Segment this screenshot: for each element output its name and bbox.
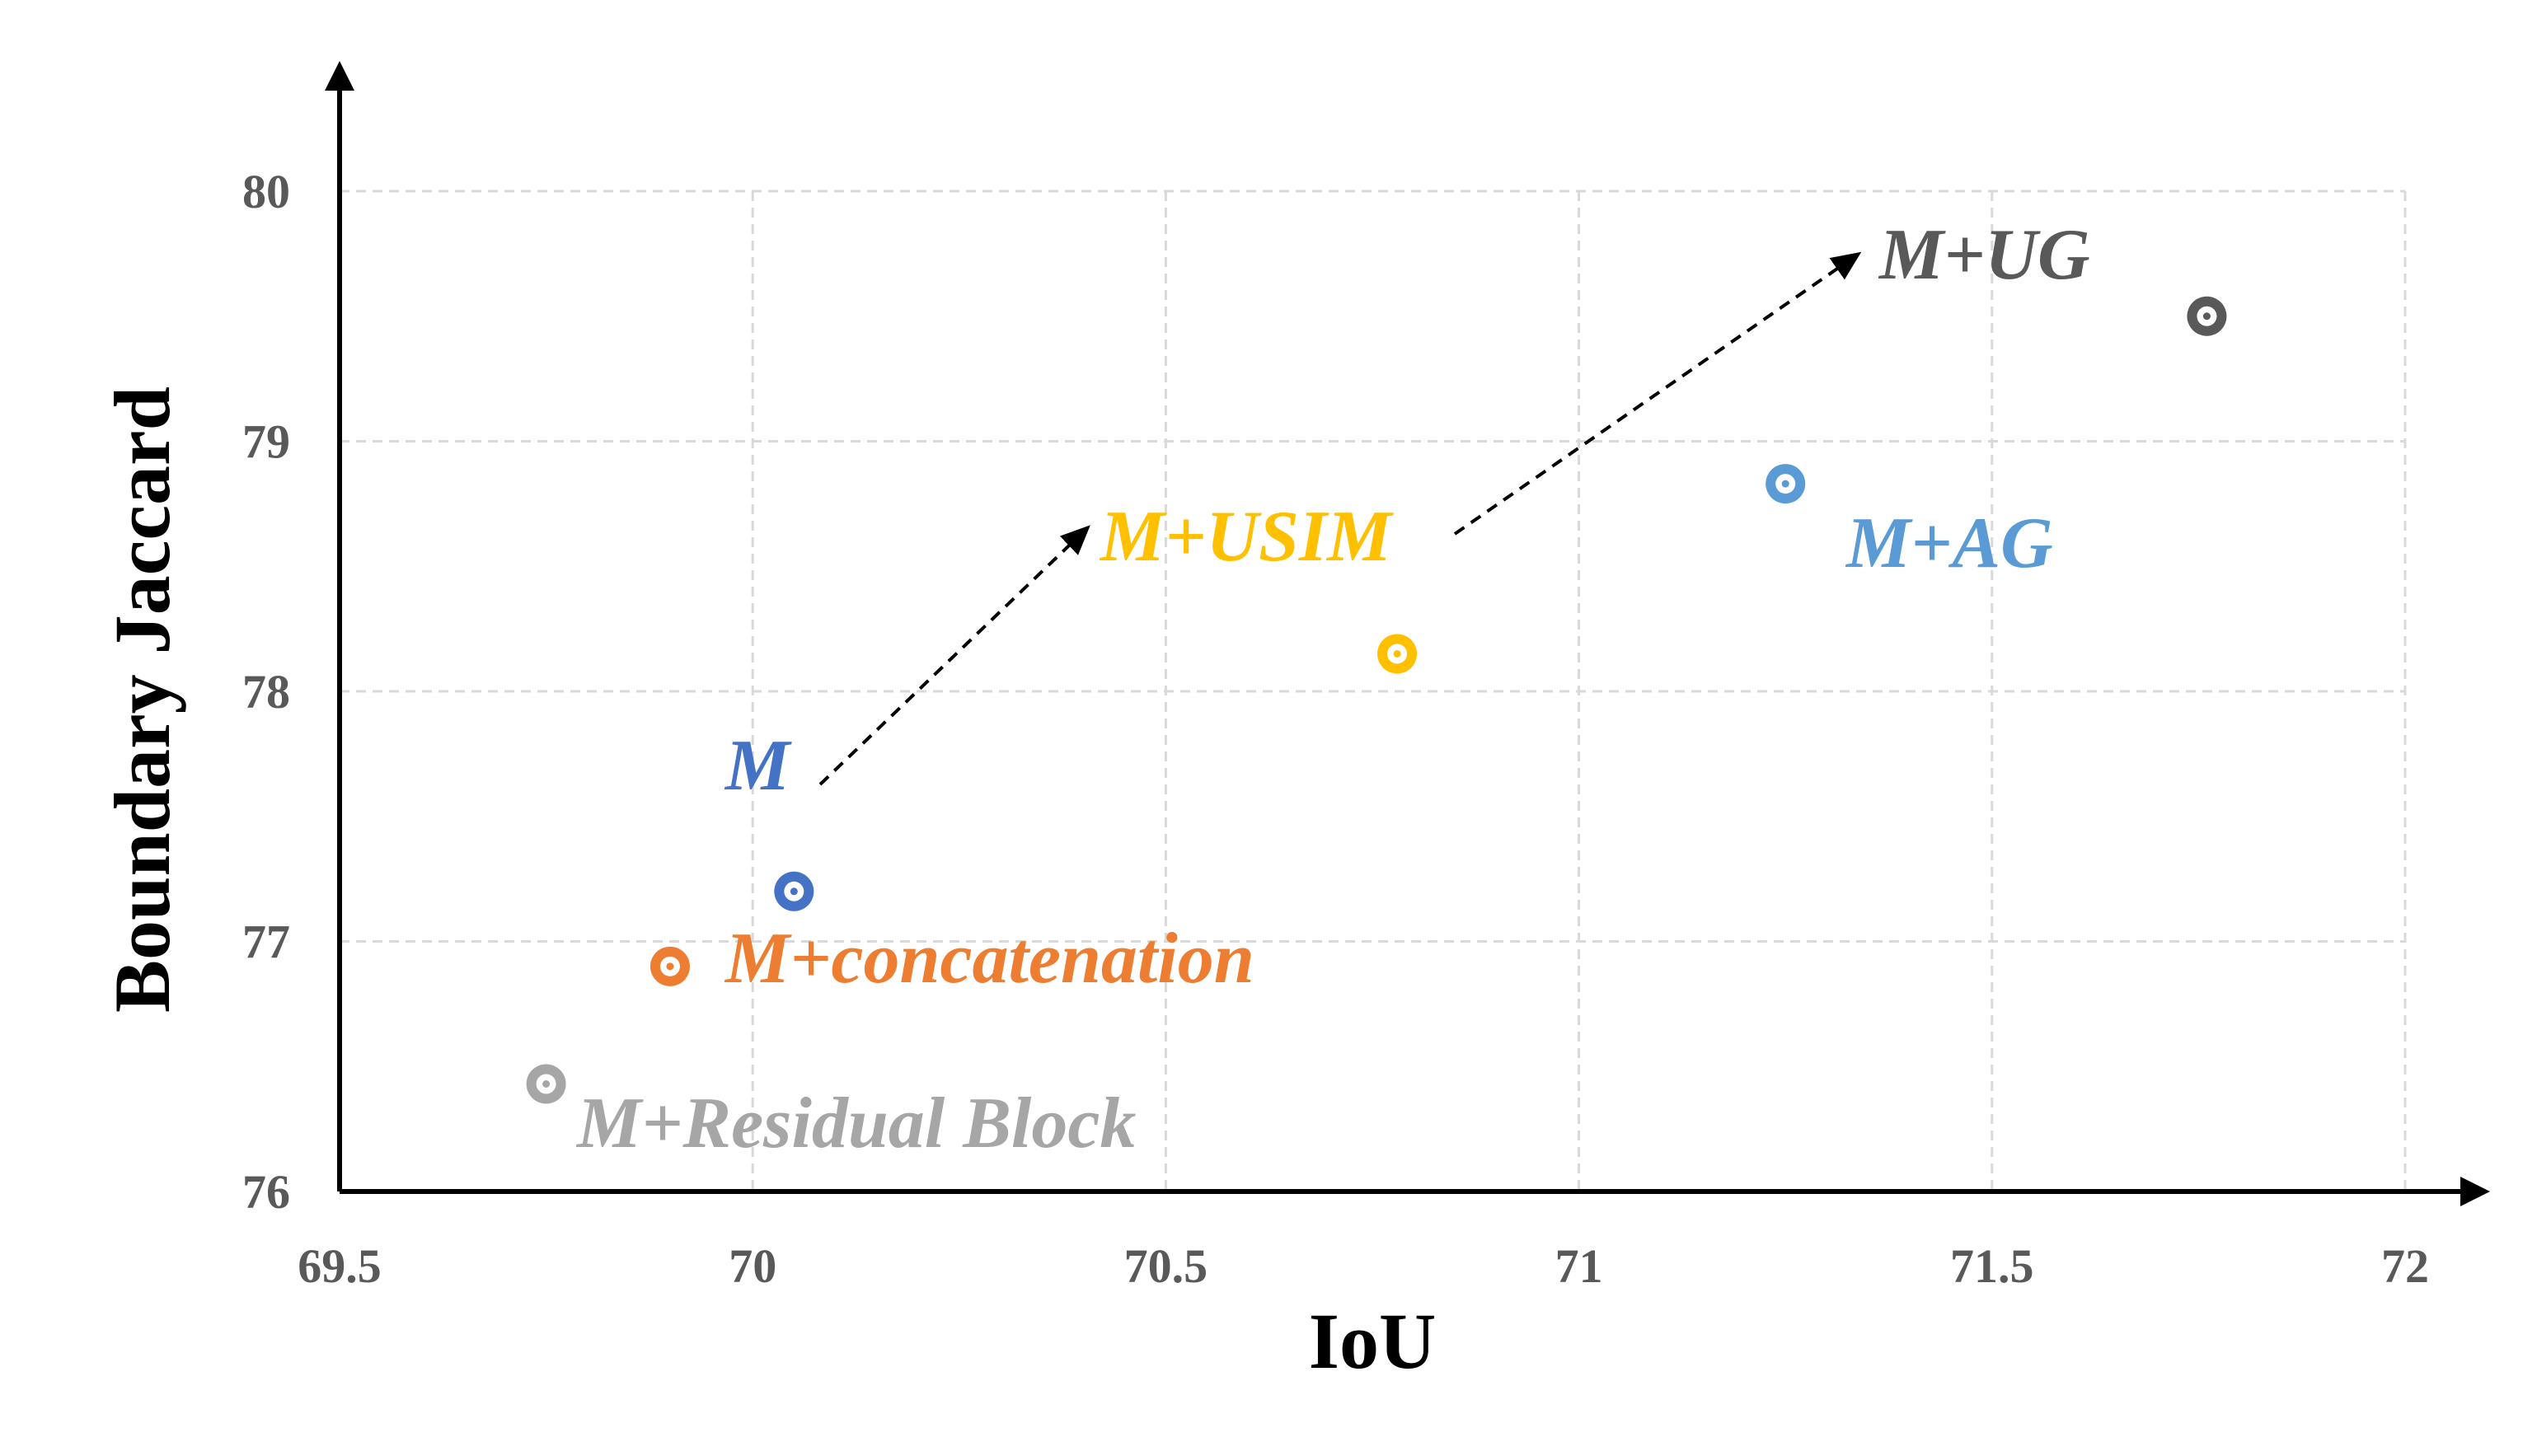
point-m-concatenation bbox=[649, 946, 690, 986]
x-tick-label-70-5: 70.5 bbox=[1124, 1239, 1208, 1293]
axes bbox=[325, 61, 2490, 1206]
x-tick-label-72: 72 bbox=[2381, 1239, 2429, 1293]
trend-arrows bbox=[818, 251, 1862, 786]
x-axis-title: IoU bbox=[1309, 1297, 1437, 1385]
point-label-m-residual-block: M+Residual Block bbox=[575, 1084, 1136, 1163]
tick-labels: 69.5 70 70.5 71 71.5 72 76 77 78 79 80 bbox=[242, 165, 2429, 1293]
point-dot-m-ag bbox=[1781, 480, 1789, 488]
trend-arrow-m-usim-to-m-ug bbox=[1453, 251, 1862, 536]
point-dot-m bbox=[790, 887, 798, 896]
point-m-ug bbox=[2187, 296, 2227, 336]
point-m bbox=[774, 871, 814, 911]
y-tick-label-79: 79 bbox=[242, 415, 290, 469]
point-dot-m-residual-block bbox=[542, 1079, 551, 1088]
point-label-m-usim: M+USIM bbox=[1099, 497, 1394, 577]
x-tick-label-70: 70 bbox=[729, 1239, 776, 1293]
point-dot-m-usim bbox=[1393, 649, 1401, 658]
y-tick-label-78: 78 bbox=[242, 665, 290, 719]
point-label-m-concatenation: M+concatenation bbox=[724, 919, 1254, 999]
point-dot-m-concatenation bbox=[666, 962, 674, 971]
point-label-m: M bbox=[724, 726, 792, 806]
point-m-residual-block bbox=[526, 1064, 566, 1104]
x-tick-label-71-5: 71.5 bbox=[1950, 1239, 2034, 1293]
grid bbox=[340, 190, 2407, 1191]
point-label-m-ug: M+UG bbox=[1878, 215, 2090, 295]
point-m-usim bbox=[1377, 634, 1418, 674]
point-labels: M+Residual Block M+concatenation M M+USIM M+… bbox=[575, 215, 2090, 1163]
y-tick-label-80: 80 bbox=[242, 165, 290, 218]
point-m-ag bbox=[1766, 464, 1806, 504]
point-label-m-ag: M+AG bbox=[1845, 503, 2053, 583]
y-tick-label-77: 77 bbox=[242, 915, 290, 969]
y-tick-label-76: 76 bbox=[242, 1165, 290, 1219]
x-tick-label-69-5: 69.5 bbox=[298, 1239, 382, 1293]
data-points bbox=[526, 296, 2227, 1104]
trend-arrow-m-to-m-usim bbox=[818, 525, 1090, 786]
y-axis-title: Boundary Jaccard bbox=[98, 386, 186, 1013]
point-dot-m-ug bbox=[2202, 312, 2211, 321]
x-tick-label-71: 71 bbox=[1555, 1239, 1603, 1293]
